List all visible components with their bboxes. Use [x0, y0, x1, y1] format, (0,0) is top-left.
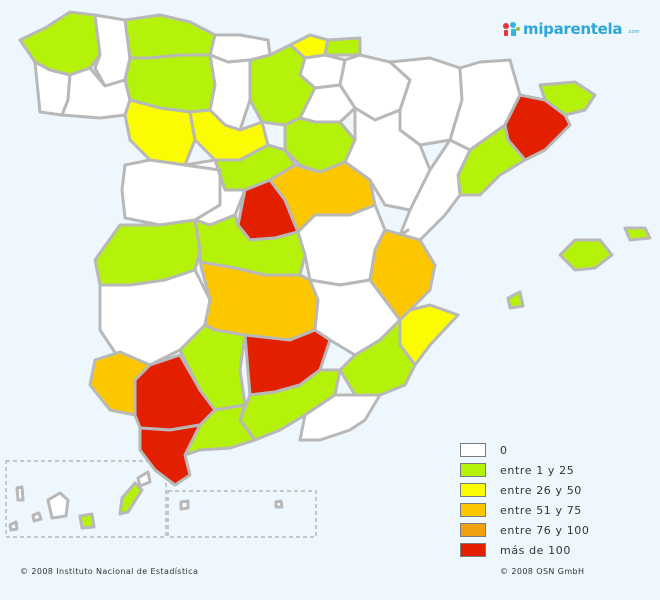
province-mallorca[interactable]	[558, 238, 614, 272]
canary-islands-inset	[5, 460, 167, 538]
legend-swatch	[460, 463, 486, 477]
province-almeria[interactable]	[298, 393, 382, 442]
province-ciudad-real[interactable]	[198, 260, 320, 342]
province-cadiz[interactable]	[138, 423, 202, 487]
province-guipuzcoa[interactable]	[323, 36, 362, 57]
legend: 0 entre 1 y 25 entre 26 y 50 entre 51 y …	[460, 440, 590, 560]
province-ceuta[interactable]	[179, 499, 190, 511]
legend-swatch	[460, 543, 486, 557]
legend-item: entre 1 y 25	[460, 460, 590, 480]
province-asturias[interactable]	[123, 13, 217, 60]
legend-item: entre 26 y 50	[460, 480, 590, 500]
province-valencia[interactable]	[368, 228, 437, 322]
legend-item: entre 76 y 100	[460, 520, 590, 540]
province-la-palma[interactable]	[15, 485, 25, 502]
province-la-gomera[interactable]	[31, 511, 43, 523]
province-gran-canaria[interactable]	[78, 512, 96, 530]
province-cordoba[interactable]	[178, 323, 247, 412]
legend-item: 0	[460, 440, 590, 460]
copyright-ine: © 2008 Instituto Nacional de Estadística	[20, 567, 199, 576]
province-teruel[interactable]	[398, 138, 472, 242]
legend-item: entre 51 y 75	[460, 500, 590, 520]
province-melilla[interactable]	[274, 499, 284, 509]
province-menorca[interactable]	[623, 226, 652, 242]
legend-label: entre 1 y 25	[500, 463, 575, 477]
brand-logo[interactable]: miparentela .com	[502, 20, 639, 38]
province-layer	[8, 10, 652, 532]
legend-swatch	[460, 483, 486, 497]
province-malaga[interactable]	[183, 403, 257, 457]
legend-label: entre 51 y 75	[500, 503, 582, 517]
province-murcia[interactable]	[338, 318, 417, 397]
brand-suffix: .com	[627, 29, 640, 35]
province-valladolid[interactable]	[188, 108, 270, 162]
province-tenerife[interactable]	[46, 491, 70, 520]
ceuta-melilla-inset	[167, 490, 317, 538]
legend-label: 0	[500, 443, 508, 457]
legend-label: entre 76 y 100	[500, 523, 590, 537]
brand-name: miparentela	[523, 20, 623, 38]
legend-swatch	[460, 523, 486, 537]
legend-item: más de 100	[460, 540, 590, 560]
province-huesca[interactable]	[388, 56, 464, 147]
family-tree-icon	[503, 22, 520, 36]
province-ibiza[interactable]	[506, 290, 525, 310]
province-a-coruna[interactable]	[18, 10, 102, 77]
legend-label: entre 26 y 50	[500, 483, 582, 497]
province-el-hierro[interactable]	[8, 520, 19, 532]
copyright-osn: © 2008 OSN GmbH	[500, 567, 585, 576]
legend-swatch	[460, 443, 486, 457]
province-fuerteventura[interactable]	[118, 481, 144, 516]
province-lanzarote[interactable]	[136, 470, 152, 488]
legend-swatch	[460, 503, 486, 517]
legend-label: más de 100	[500, 543, 571, 557]
